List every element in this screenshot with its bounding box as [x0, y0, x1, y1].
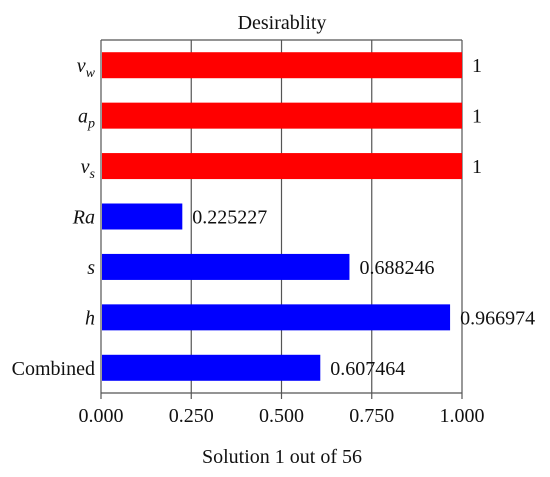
- bar: [102, 253, 350, 280]
- grid-lines: [190, 40, 463, 393]
- bar: [102, 354, 321, 381]
- x-tick-label: 0.250: [169, 405, 214, 427]
- data-label: 1: [472, 55, 482, 77]
- category-label: Ra: [72, 207, 95, 229]
- bar: [102, 52, 462, 79]
- bar: [102, 153, 462, 180]
- bar: [102, 304, 451, 331]
- data-label: 0.225227: [192, 207, 267, 229]
- bars: [102, 52, 462, 381]
- category-label: s: [87, 257, 95, 279]
- category-label: ap: [78, 106, 95, 132]
- x-tick-label: 0.000: [79, 405, 124, 427]
- category-labels: vw ap vs Ra s h Combined: [12, 55, 96, 380]
- bar: [102, 203, 183, 230]
- x-axis-label: Solution 1 out of 56: [202, 446, 362, 468]
- chart-title: Desirablity: [238, 12, 327, 34]
- x-axis: 0.000 0.250 0.500 0.750 1.000: [79, 39, 485, 427]
- category-label: vw: [77, 55, 96, 81]
- data-label: 0.607464: [330, 358, 405, 380]
- category-label: vs: [81, 156, 96, 182]
- value-labels: 1 1 1 0.225227 0.688246 0.966974 0.607464: [192, 55, 535, 380]
- x-tick-label: 0.750: [349, 405, 394, 427]
- bar: [102, 102, 462, 129]
- x-tick-label: 1.000: [440, 405, 485, 427]
- data-label: 0.688246: [359, 257, 434, 279]
- x-tick-label: 0.500: [259, 405, 304, 427]
- data-label: 0.966974: [460, 307, 535, 329]
- data-label: 1: [472, 156, 482, 178]
- data-label: 1: [472, 106, 482, 128]
- category-label: h: [85, 307, 95, 329]
- category-label: Combined: [12, 358, 95, 380]
